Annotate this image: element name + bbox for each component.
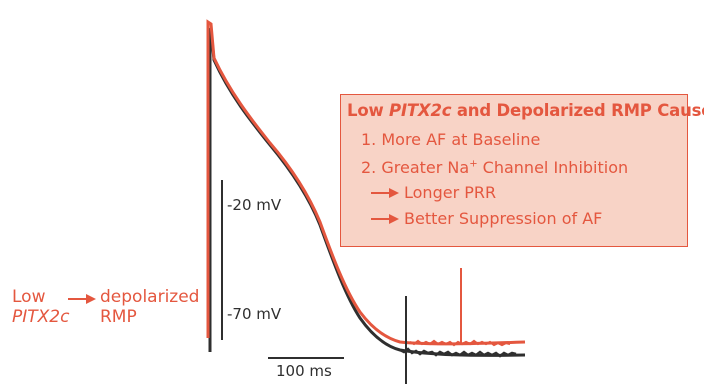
cause-summary-box: Low PITX2c and Depolarized RMP Cause 1. … xyxy=(340,94,704,247)
cause-subitem-longer-prr: Longer PRR xyxy=(404,183,497,202)
low-pitx2c-action-potential-trace xyxy=(206,19,526,346)
low-label-line1: Low xyxy=(12,287,46,307)
low-label-line2: PITX2c xyxy=(12,307,70,327)
longer-prr-arrow-icon xyxy=(371,188,399,198)
cause-subitem-better-suppression: Better Suppression of AF xyxy=(404,209,603,228)
cause-box-title: Low PITX2c and Depolarized RMP Cause xyxy=(347,101,704,120)
lower-voltage-label: -70 mV xyxy=(227,305,282,323)
low-pitx2c-label: Low PITX2c xyxy=(12,287,69,327)
time-scale-label: 100 ms xyxy=(276,362,332,380)
depolarized-rmp-label: depolarized RMP xyxy=(100,287,199,327)
better-suppression-arrow-icon xyxy=(371,214,399,224)
depolarized-label-line2: RMP xyxy=(100,307,137,327)
cause-arrow xyxy=(68,294,96,304)
normal-trace-noise xyxy=(399,347,517,358)
upper-voltage-label: -20 mV xyxy=(227,196,282,214)
cause-item-2: 2. Greater Na+ Channel Inhibition xyxy=(361,158,629,177)
depolarized-label-line1: depolarized xyxy=(100,287,200,307)
cause-item-1: 1. More AF at Baseline xyxy=(361,130,541,149)
